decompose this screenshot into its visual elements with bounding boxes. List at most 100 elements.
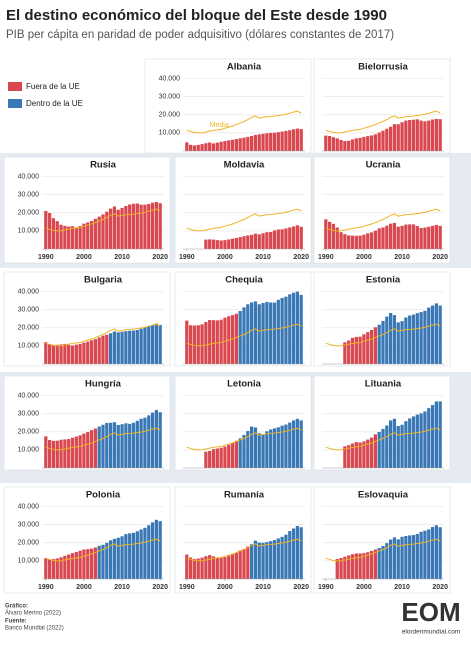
bar bbox=[288, 422, 292, 468]
bar bbox=[276, 229, 280, 249]
bar bbox=[150, 325, 155, 364]
bar bbox=[396, 226, 400, 249]
bar bbox=[44, 558, 48, 579]
bar bbox=[261, 303, 265, 364]
bar bbox=[389, 126, 393, 151]
average-line bbox=[325, 538, 441, 562]
x-tick-label: 2010 bbox=[114, 584, 130, 591]
bar bbox=[404, 120, 408, 151]
bar bbox=[215, 142, 219, 151]
bar bbox=[51, 344, 56, 364]
x-tick-label: 1990 bbox=[38, 584, 54, 591]
bar bbox=[143, 527, 147, 579]
bar bbox=[269, 302, 273, 364]
bar bbox=[419, 312, 423, 364]
bar bbox=[158, 203, 162, 249]
bar bbox=[211, 320, 216, 364]
bar bbox=[377, 132, 381, 151]
bar bbox=[385, 225, 389, 249]
bar bbox=[250, 426, 254, 468]
bar bbox=[408, 418, 412, 468]
bar bbox=[284, 130, 288, 151]
bar bbox=[204, 322, 208, 364]
average-line bbox=[325, 208, 441, 232]
bar bbox=[343, 234, 347, 249]
bar bbox=[242, 548, 246, 579]
bar bbox=[89, 430, 94, 468]
bar bbox=[135, 203, 139, 249]
bar bbox=[211, 556, 216, 579]
bar bbox=[196, 144, 200, 151]
bar bbox=[272, 428, 277, 468]
y-tick-label: 20.000 bbox=[18, 540, 40, 547]
bar bbox=[438, 119, 442, 151]
bar bbox=[219, 447, 223, 468]
bar bbox=[272, 230, 277, 249]
bar bbox=[265, 133, 269, 151]
bar bbox=[219, 319, 223, 364]
bar bbox=[63, 555, 67, 579]
bar bbox=[204, 556, 208, 579]
bar bbox=[408, 315, 412, 364]
bar bbox=[44, 436, 48, 468]
bar bbox=[147, 415, 151, 468]
bar bbox=[261, 233, 265, 249]
bar bbox=[112, 331, 117, 364]
panel-title: Bulgaria bbox=[84, 275, 123, 286]
bar bbox=[366, 136, 370, 151]
bar bbox=[230, 139, 235, 151]
bar bbox=[291, 226, 296, 249]
bar bbox=[89, 220, 94, 249]
y-tick-label: 20.000 bbox=[18, 325, 40, 332]
bar bbox=[253, 134, 258, 151]
x-tick-label: 2020 bbox=[152, 584, 168, 591]
bar bbox=[112, 206, 117, 249]
bar bbox=[299, 420, 303, 468]
bar bbox=[423, 227, 427, 249]
bar bbox=[400, 424, 404, 468]
bar bbox=[358, 336, 362, 364]
panel-title: Eslovaquia bbox=[358, 490, 409, 501]
bar bbox=[89, 340, 94, 364]
bar bbox=[143, 204, 147, 249]
bar bbox=[354, 235, 358, 249]
bar bbox=[350, 443, 355, 468]
bar bbox=[411, 224, 416, 249]
bar bbox=[408, 120, 412, 151]
bar bbox=[335, 138, 339, 151]
bar bbox=[120, 424, 124, 468]
bar bbox=[415, 414, 419, 468]
bar bbox=[400, 225, 404, 249]
panel-title: Ucrania bbox=[366, 160, 402, 171]
bar bbox=[63, 225, 67, 249]
y-tick-label: 40.000 bbox=[18, 392, 40, 399]
bar bbox=[78, 550, 82, 579]
bar bbox=[112, 422, 117, 468]
bar bbox=[223, 446, 227, 468]
bar bbox=[185, 554, 189, 579]
bar bbox=[434, 303, 438, 364]
bar bbox=[269, 132, 273, 151]
bar bbox=[276, 299, 280, 364]
bar bbox=[350, 235, 355, 249]
bar bbox=[366, 552, 370, 579]
y-tick-label: 30.000 bbox=[159, 94, 181, 101]
bar bbox=[147, 525, 151, 579]
bar bbox=[227, 444, 231, 468]
x-tick-label: 2020 bbox=[293, 584, 309, 591]
bar bbox=[427, 307, 431, 364]
y-tick-label: 40.000 bbox=[159, 75, 181, 82]
bar bbox=[261, 133, 265, 151]
bar bbox=[354, 442, 358, 468]
bar bbox=[150, 522, 155, 579]
bar bbox=[147, 203, 151, 249]
bar bbox=[208, 555, 212, 579]
bar bbox=[335, 559, 339, 579]
bar bbox=[67, 439, 71, 468]
bar bbox=[438, 401, 442, 468]
bar bbox=[158, 324, 162, 364]
bar bbox=[128, 204, 132, 249]
bar bbox=[131, 532, 136, 579]
bar bbox=[51, 218, 56, 249]
bar bbox=[339, 558, 343, 579]
